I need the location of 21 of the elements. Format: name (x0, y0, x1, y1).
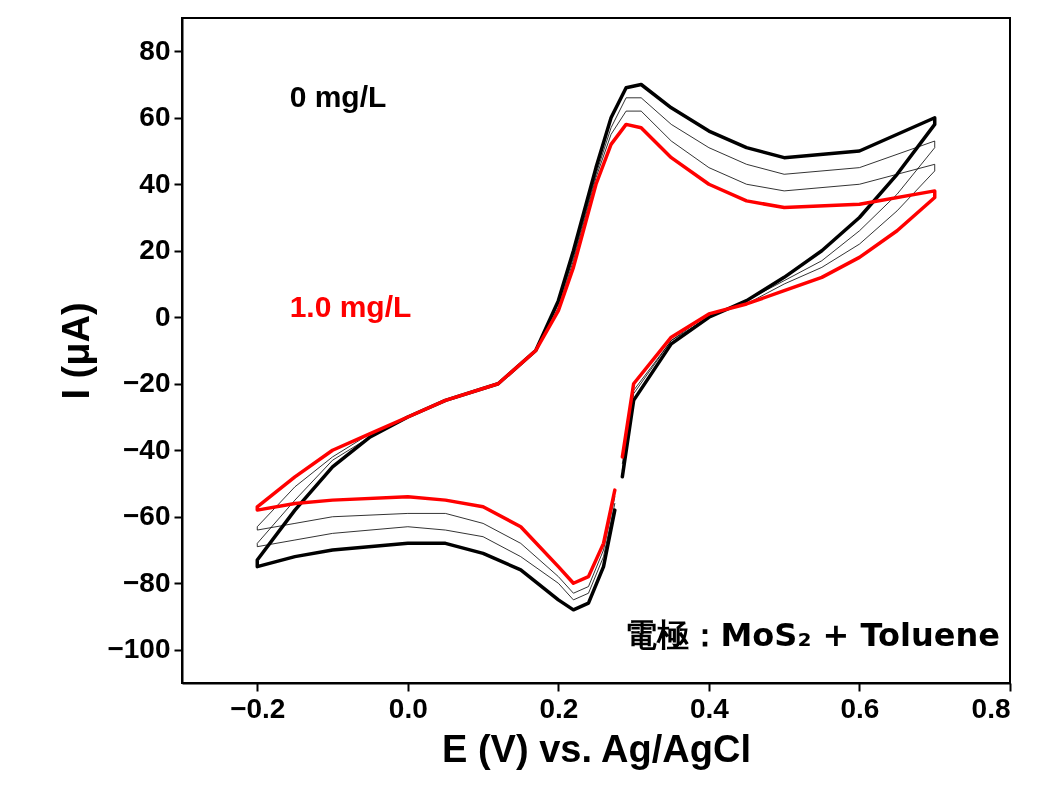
y-axis-title: I (μA) (55, 302, 98, 400)
y-tick-label: 40 (139, 167, 171, 199)
y-tick-label: −40 (123, 433, 171, 465)
y-tick-label: 80 (139, 34, 171, 66)
x-tick-label: 0.2 (539, 692, 579, 724)
y-tick-label: 60 (139, 101, 171, 133)
text: 1.0 mg/L (289, 289, 412, 323)
x-tick-label: 0.4 (689, 692, 730, 724)
y-tick-label: 20 (139, 234, 171, 266)
x-tick-label: 0.0 (388, 692, 428, 724)
y-tick-label: −60 (123, 500, 171, 532)
y-tick-label: 0 (154, 300, 171, 332)
text: 0 mg/L (289, 79, 387, 113)
x-tick-label: −0.2 (230, 692, 286, 724)
x-tick-label: 0.8 (971, 692, 1011, 724)
y-tick-label: −20 (123, 367, 171, 399)
y-tick-label: −100 (107, 633, 171, 665)
x-tick-label: 0.6 (840, 692, 880, 724)
y-tick-label: −80 (123, 566, 171, 598)
x-axis-title: E (V) vs. Ag/AgCl (442, 727, 751, 770)
annotation: 電極：MoS₂ + Toluene (624, 616, 1000, 655)
